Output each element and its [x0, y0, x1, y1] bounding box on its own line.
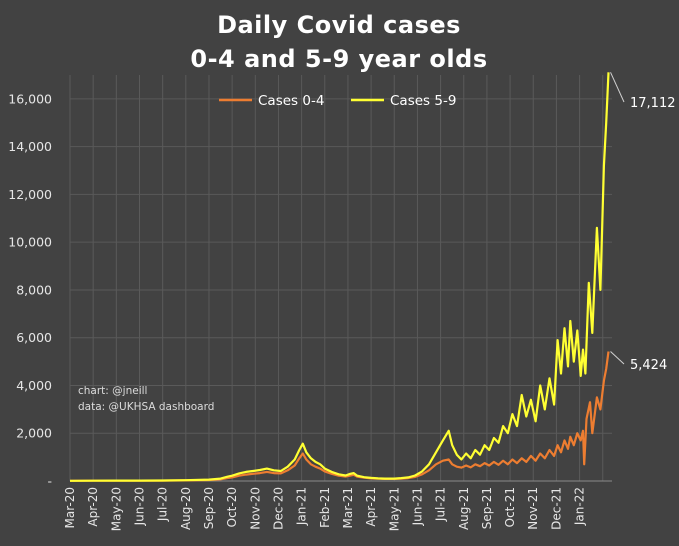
- x-tick-label: Nov-20: [248, 487, 262, 530]
- legend-label-cases-5-9: Cases 5-9: [390, 93, 456, 109]
- x-tick-label: Mar-21: [341, 487, 355, 528]
- x-tick-label: May-20: [109, 487, 123, 531]
- x-tick-label: Jun-21: [410, 487, 424, 526]
- x-tick-label: Mar-20: [63, 487, 77, 528]
- chart-title-line-1: Daily Covid cases: [217, 11, 461, 39]
- x-tick-label: Feb-21: [318, 487, 332, 528]
- x-tick-label: Nov-21: [526, 487, 540, 530]
- x-tick-label: Sep-20: [202, 487, 216, 529]
- legend: Cases 0-4 Cases 5-9: [219, 93, 456, 109]
- x-tick-label: Apr-20: [86, 487, 100, 527]
- x-tick-label: Dec-21: [549, 487, 563, 530]
- x-tick-label: Jan-21: [295, 487, 309, 526]
- x-tick-label: Jul-20: [156, 487, 170, 522]
- series-line-cases-5-9: [69, 72, 610, 482]
- callouts: 17,112 5,424: [610, 72, 676, 373]
- y-tick-label: 2,000: [16, 426, 52, 441]
- y-tick-label: 4,000: [16, 378, 52, 393]
- y-tick-label: 16,000: [8, 91, 52, 106]
- credit-data: data: @UKHSA dashboard: [78, 401, 214, 413]
- x-tick-label: Aug-20: [179, 487, 193, 530]
- x-tick-label: Apr-21: [364, 487, 378, 527]
- y-tick-label: 10,000: [8, 235, 52, 250]
- y-tick-label: 6,000: [16, 330, 52, 345]
- chart-title-line-2: 0-4 and 5-9 year olds: [190, 45, 487, 73]
- y-tick-label: -: [47, 474, 52, 489]
- series-lines: [69, 72, 610, 482]
- x-tick-label: Oct-21: [503, 487, 517, 527]
- y-axis-ticks: - 2,000 4,000 6,000 8,000 10,000 12,000 14,000 1…: [8, 91, 52, 488]
- x-tick-label: Jun-20: [132, 487, 146, 526]
- x-tick-label: Aug-21: [457, 487, 471, 530]
- y-tick-label: 14,000: [8, 139, 52, 154]
- credit-chart: chart: @jneill: [78, 385, 147, 397]
- series-line-cases-0-4: [69, 351, 610, 482]
- x-tick-label: Jul-21: [434, 487, 448, 522]
- x-tick-label: Dec-20: [271, 487, 285, 530]
- x-axis-ticks: Mar-20 Apr-20 May-20 Jun-20 Jul-20 Aug-20 Sep-…: [63, 487, 587, 531]
- grid-lines: [69, 75, 612, 482]
- x-tick-label: May-21: [387, 487, 401, 531]
- callout-label-cases-0-4: 5,424: [630, 358, 667, 373]
- callout-leader: [610, 351, 625, 365]
- y-tick-label: 8,000: [16, 282, 52, 297]
- callout-leader: [610, 72, 625, 103]
- y-tick-label: 12,000: [8, 187, 52, 202]
- callout-label-cases-5-9: 17,112: [630, 96, 676, 111]
- legend-label-cases-0-4: Cases 0-4: [258, 93, 324, 109]
- x-tick-label: Jan-22: [573, 487, 587, 526]
- x-tick-label: Oct-20: [225, 487, 239, 527]
- x-tick-label: Sep-21: [480, 487, 494, 529]
